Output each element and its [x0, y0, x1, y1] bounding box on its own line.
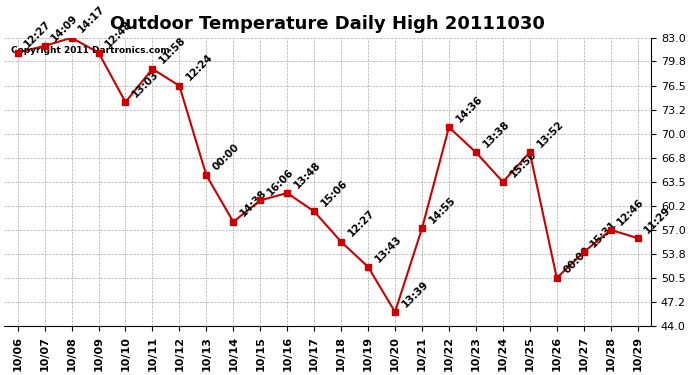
Text: 13:52: 13:52 — [535, 119, 565, 149]
Text: 13:03: 13:03 — [130, 69, 161, 99]
Text: 12:27: 12:27 — [23, 19, 53, 50]
Title: Outdoor Temperature Daily High 20111030: Outdoor Temperature Daily High 20111030 — [110, 15, 545, 33]
Text: 14:55: 14:55 — [427, 195, 457, 225]
Text: 15:06: 15:06 — [319, 178, 350, 209]
Text: 12:48: 12:48 — [104, 19, 134, 50]
Text: 13:48: 13:48 — [292, 159, 323, 190]
Text: 14:36: 14:36 — [454, 94, 484, 124]
Text: 14:38: 14:38 — [238, 188, 268, 219]
Text: 11:58: 11:58 — [157, 35, 188, 66]
Text: 15:56: 15:56 — [508, 148, 538, 179]
Text: 13:39: 13:39 — [400, 279, 431, 309]
Text: 16:06: 16:06 — [265, 167, 295, 197]
Text: 13:38: 13:38 — [481, 119, 511, 149]
Text: 15:31: 15:31 — [589, 219, 619, 249]
Text: 13:43: 13:43 — [373, 233, 404, 264]
Text: 11:29: 11:29 — [642, 205, 673, 235]
Text: 00:00: 00:00 — [211, 142, 241, 172]
Text: 00:00: 00:00 — [562, 244, 592, 275]
Text: 12:46: 12:46 — [615, 196, 646, 227]
Text: 12:27: 12:27 — [346, 208, 377, 239]
Text: 14:17: 14:17 — [77, 4, 107, 35]
Text: Copyright 2011 Dartronics.com: Copyright 2011 Dartronics.com — [10, 46, 169, 56]
Text: 14:09: 14:09 — [50, 12, 80, 43]
Text: 12:24: 12:24 — [184, 52, 215, 83]
